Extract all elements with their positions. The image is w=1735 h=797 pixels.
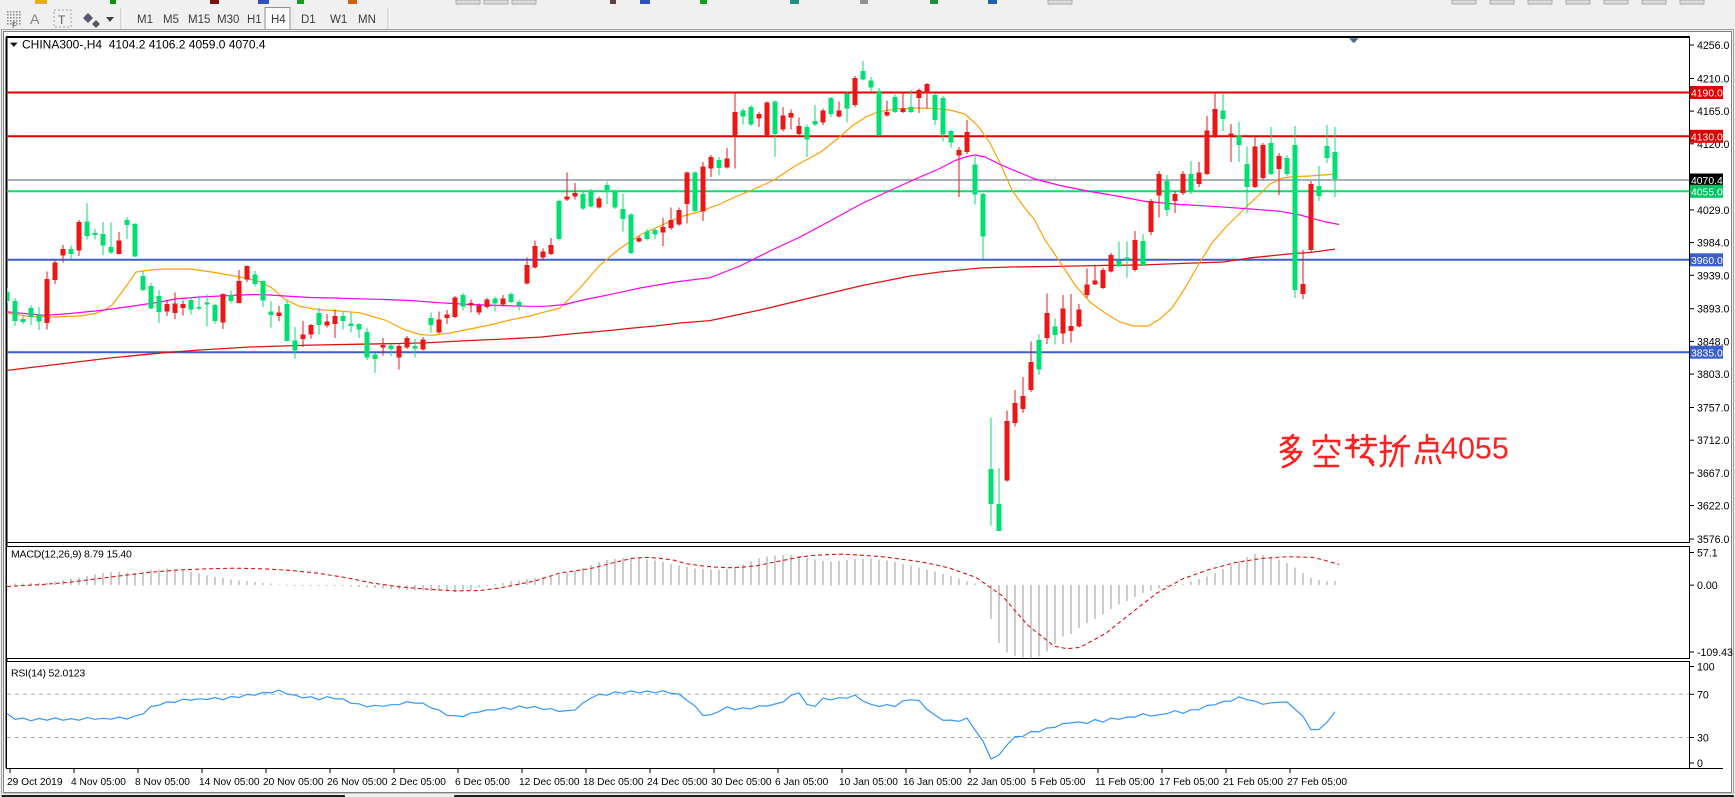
svg-text:17 Feb 05:00: 17 Feb 05:00 xyxy=(1159,777,1219,788)
svg-text:70: 70 xyxy=(1697,689,1709,701)
svg-text:4070.4: 4070.4 xyxy=(1691,176,1723,187)
svg-text:26 Nov 05:00: 26 Nov 05:00 xyxy=(327,777,388,788)
svg-text:D1: D1 xyxy=(301,14,316,26)
svg-text:T: T xyxy=(58,13,66,27)
svg-text:4190.0: 4190.0 xyxy=(1691,89,1723,100)
svg-text:2 Dec 05:00: 2 Dec 05:00 xyxy=(391,777,446,788)
svg-text:8 Nov 05:00: 8 Nov 05:00 xyxy=(135,777,190,788)
svg-text:27 Feb 05:00: 27 Feb 05:00 xyxy=(1287,777,1347,788)
svg-text:4029.0: 4029.0 xyxy=(1697,205,1730,217)
svg-text:3984.0: 3984.0 xyxy=(1697,238,1730,250)
svg-text:4130.0: 4130.0 xyxy=(1691,133,1723,144)
svg-text:6 Jan 05:00: 6 Jan 05:00 xyxy=(775,777,829,788)
svg-text:4 Nov 05:00: 4 Nov 05:00 xyxy=(71,777,126,788)
svg-text:6 Dec 05:00: 6 Dec 05:00 xyxy=(455,777,510,788)
svg-text:3939.0: 3939.0 xyxy=(1697,270,1730,282)
svg-text:4256.0: 4256.0 xyxy=(1697,40,1730,52)
svg-text:3848.0: 3848.0 xyxy=(1697,336,1730,348)
svg-text:F: F xyxy=(12,21,17,30)
svg-text:W1: W1 xyxy=(330,14,347,26)
svg-text:14 Nov 05:00: 14 Nov 05:00 xyxy=(199,777,260,788)
svg-text:H4: H4 xyxy=(271,14,286,26)
svg-text:MACD(12,26,9) 8.79 15.40: MACD(12,26,9) 8.79 15.40 xyxy=(11,549,132,561)
svg-text:3893.0: 3893.0 xyxy=(1697,304,1730,316)
svg-text:3667.0: 3667.0 xyxy=(1697,468,1730,480)
svg-text:3960.0: 3960.0 xyxy=(1691,256,1723,267)
svg-text:10 Jan 05:00: 10 Jan 05:00 xyxy=(839,777,898,788)
svg-text:16 Jan 05:00: 16 Jan 05:00 xyxy=(903,777,962,788)
svg-text:RSI(14) 52.0123: RSI(14) 52.0123 xyxy=(11,668,85,680)
svg-text:M15: M15 xyxy=(188,14,210,26)
svg-text:0: 0 xyxy=(1697,758,1703,770)
svg-text:12 Dec 05:00: 12 Dec 05:00 xyxy=(519,777,580,788)
svg-text:57.1: 57.1 xyxy=(1697,548,1718,560)
svg-text:29 Oct 2019: 29 Oct 2019 xyxy=(7,777,63,788)
svg-text:24 Dec 05:00: 24 Dec 05:00 xyxy=(647,777,708,788)
svg-text:4055: 4055 xyxy=(1441,432,1509,466)
svg-text:3803.0: 3803.0 xyxy=(1697,369,1730,381)
svg-text:3835.0: 3835.0 xyxy=(1691,348,1723,359)
svg-text:20 Nov 05:00: 20 Nov 05:00 xyxy=(263,777,324,788)
svg-text:21 Feb 05:00: 21 Feb 05:00 xyxy=(1223,777,1283,788)
svg-text:30: 30 xyxy=(1697,733,1709,745)
svg-text:-109.43: -109.43 xyxy=(1697,647,1733,659)
svg-text:11 Feb 05:00: 11 Feb 05:00 xyxy=(1095,777,1155,788)
svg-text:A: A xyxy=(30,11,40,27)
svg-text:M1: M1 xyxy=(137,14,153,26)
svg-text:H1: H1 xyxy=(247,14,262,26)
svg-text:3576.0: 3576.0 xyxy=(1697,534,1730,546)
svg-text:MN: MN xyxy=(358,14,376,26)
svg-text:0.00: 0.00 xyxy=(1697,580,1718,592)
svg-text:3622.0: 3622.0 xyxy=(1697,501,1730,513)
svg-text:CHINA300-,H4 4104.2 4106.2 40: CHINA300-,H4 4104.2 4106.2 4059.0 4070.4 xyxy=(22,38,266,52)
svg-text:4210.0: 4210.0 xyxy=(1697,73,1730,85)
svg-text:5 Feb 05:00: 5 Feb 05:00 xyxy=(1031,777,1086,788)
svg-text:3757.0: 3757.0 xyxy=(1697,403,1730,415)
svg-text:30 Dec 05:00: 30 Dec 05:00 xyxy=(711,777,772,788)
svg-text:M30: M30 xyxy=(217,14,239,26)
svg-text:4165.0: 4165.0 xyxy=(1697,106,1730,118)
svg-text:3712.0: 3712.0 xyxy=(1697,435,1730,447)
svg-text:100: 100 xyxy=(1697,662,1715,674)
svg-text:18 Dec 05:00: 18 Dec 05:00 xyxy=(583,777,644,788)
svg-text:M5: M5 xyxy=(163,14,179,26)
svg-text:22 Jan 05:00: 22 Jan 05:00 xyxy=(967,777,1026,788)
svg-text:4055.0: 4055.0 xyxy=(1691,188,1723,199)
